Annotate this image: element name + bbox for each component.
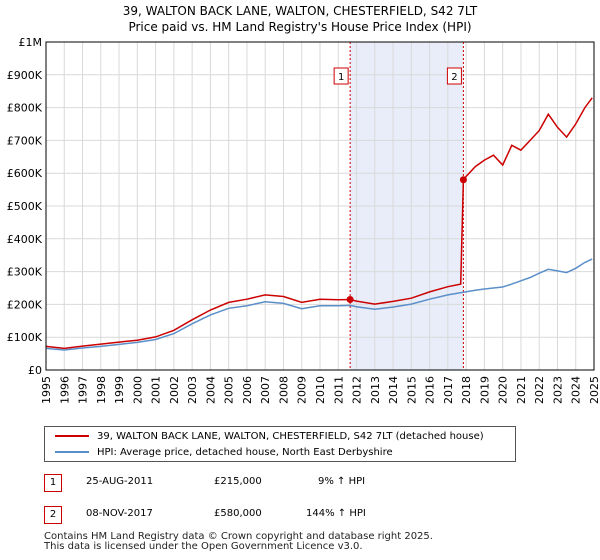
x-tick-label: 2008	[277, 376, 290, 404]
x-tick-label: 2025	[588, 376, 600, 404]
y-tick-label: £800K	[7, 102, 43, 115]
transaction-price: £580,000	[214, 508, 262, 519]
chart-subtitle: Price paid vs. HM Land Registry's House …	[128, 20, 472, 34]
y-tick-label: £400K	[7, 233, 43, 246]
y-tick-label: £600K	[7, 167, 43, 180]
chart-title: 39, WALTON BACK LANE, WALTON, CHESTERFIE…	[122, 4, 478, 18]
transaction-marker: 2	[44, 506, 62, 524]
x-tick-label: 2017	[442, 376, 455, 404]
x-tick-label: 2001	[150, 376, 163, 404]
x-tick-label: 2015	[405, 376, 418, 404]
sale-label-text: 1	[338, 72, 344, 83]
footer-copyright: Contains HM Land Registry data © Crown c…	[44, 531, 433, 542]
x-tick-label: 2023	[551, 376, 564, 404]
x-tick-label: 1997	[77, 376, 90, 404]
legend-swatch-hpi	[55, 451, 89, 453]
transaction-hpi: 9% ↑ HPI	[318, 476, 366, 487]
footer-notice: Contains HM Land Registry data © Crown c…	[44, 532, 433, 552]
sale-label-box	[446, 67, 462, 85]
x-tick-label: 2002	[168, 376, 181, 404]
x-tick-label: 2021	[515, 376, 528, 404]
x-tick-label: 1998	[95, 376, 108, 404]
x-tick-label: 2009	[296, 376, 309, 404]
x-tick-label: 2005	[223, 376, 236, 404]
sale-point	[346, 295, 354, 303]
footer-licence: This data is licensed under the Open Gov…	[44, 541, 363, 552]
transaction-price: £215,000	[214, 476, 262, 487]
legend-item-hpi: HPI: Average price, detached house, Nort…	[55, 445, 393, 459]
x-tick-label: 1999	[113, 376, 126, 404]
x-tick-label: 2024	[570, 376, 583, 404]
x-tick-label: 2012	[351, 376, 364, 404]
x-tick-label: 2010	[314, 376, 327, 404]
legend-item-price: 39, WALTON BACK LANE, WALTON, CHESTERFIE…	[55, 429, 484, 443]
x-tick-label: 2016	[424, 376, 437, 404]
transaction-marker: 1	[44, 474, 62, 492]
y-tick-label: £0	[28, 364, 42, 377]
x-tick-label: 2018	[460, 376, 473, 404]
x-tick-label: 1995	[40, 376, 53, 404]
x-tick-label: 2004	[204, 376, 217, 404]
x-tick-label: 2006	[241, 376, 254, 404]
y-tick-label: £900K	[7, 69, 43, 82]
sale-label: 1	[333, 67, 349, 85]
legend-label-price: 39, WALTON BACK LANE, WALTON, CHESTERFIE…	[97, 430, 484, 442]
y-tick-label: £300K	[7, 266, 43, 279]
x-tick-label: 2000	[131, 376, 144, 404]
sale-label-box	[333, 67, 349, 85]
x-tick-label: 2020	[497, 376, 510, 404]
series-line	[45, 258, 593, 351]
chart-legend: 39, WALTON BACK LANE, WALTON, CHESTERFIE…	[44, 426, 516, 462]
legend-swatch-price	[55, 435, 89, 437]
y-tick-label: £1M	[19, 36, 43, 49]
x-tick-label: 2007	[259, 376, 272, 404]
y-tick-label: £500K	[7, 200, 43, 213]
x-tick-label: 1996	[58, 376, 71, 404]
x-tick-label: 2022	[533, 376, 546, 404]
x-tick-label: 2013	[369, 376, 382, 404]
sale-label: 2	[446, 67, 462, 85]
transaction-hpi: 144% ↑ HPI	[306, 508, 366, 519]
y-tick-label: £100K	[7, 331, 43, 344]
y-tick-label: £700K	[7, 134, 43, 147]
sale-point	[459, 176, 467, 184]
sale-label-text: 2	[451, 72, 457, 83]
x-tick-label: 2014	[387, 376, 400, 404]
transaction-date: 08-NOV-2017	[86, 508, 153, 519]
legend-label-hpi: HPI: Average price, detached house, Nort…	[97, 446, 393, 458]
transaction-date: 25-AUG-2011	[86, 476, 154, 487]
series-line	[45, 97, 593, 350]
plot-border	[45, 41, 595, 371]
x-tick-label: 2011	[332, 376, 345, 404]
x-tick-label: 2019	[478, 376, 491, 404]
x-tick-label: 2003	[186, 376, 199, 404]
y-tick-label: £200K	[7, 298, 43, 311]
price-chart: £0 £100K £200K £300K £400K £500K £600K £700K £80…	[7, 36, 600, 404]
